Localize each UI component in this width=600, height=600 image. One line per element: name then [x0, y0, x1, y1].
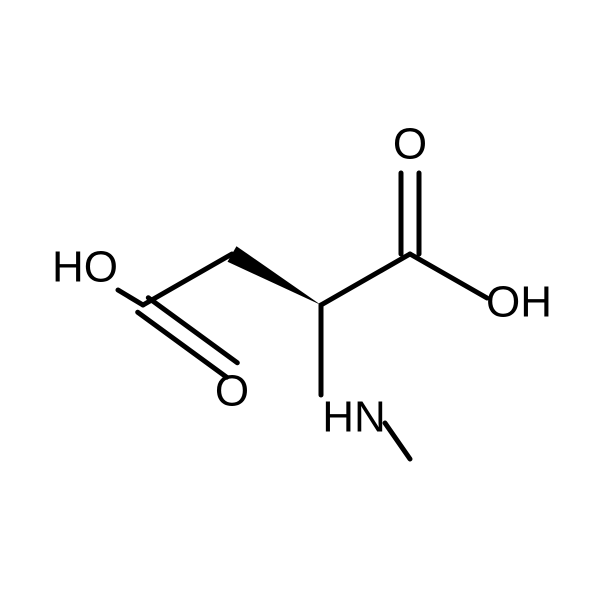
stereo-wedge — [228, 246, 321, 305]
bond — [321, 254, 410, 305]
bond — [143, 254, 232, 305]
bond — [410, 254, 487, 298]
atom-label: HO — [52, 243, 118, 292]
atom-label: HN — [322, 393, 386, 442]
molecule-diagram: HO O O OH HN — [0, 0, 600, 600]
atom-label: O — [215, 367, 249, 416]
bond — [118, 290, 143, 305]
bond — [385, 423, 410, 459]
atom-label: OH — [486, 278, 552, 327]
atom-label: O — [393, 120, 427, 169]
